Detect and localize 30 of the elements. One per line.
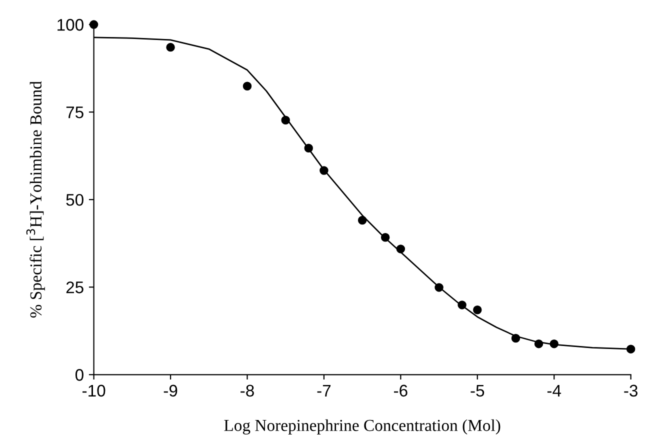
point [281,116,290,124]
point [396,244,406,254]
point [511,334,520,343]
point [320,166,328,175]
x-tick-label: -8 [240,384,254,397]
y-tick-label: 50 [66,194,84,206]
point [434,283,444,292]
point [534,339,544,348]
point [380,233,390,242]
y-tick-label: 25 [66,282,84,294]
x-tick-label: -10 [82,384,106,397]
point [458,300,466,310]
point [358,216,367,225]
x-tick-label: -7 [317,384,331,396]
point [473,306,482,314]
point [550,339,558,348]
x-axis-title: Log Norepinephrine Concentration (Mol) [224,419,500,435]
y-tick-label: 75 [66,106,84,118]
x-tick-label: -5 [470,384,484,397]
y-tick-label: 0 [75,369,84,381]
point [242,82,252,91]
x-tick-label: -6 [394,384,408,397]
point [166,42,175,52]
y-axis-title: % Specific [$^{3}$H]-Yohimbine Bound [26,81,45,318]
point [304,144,313,152]
point [626,344,636,354]
x-tick-label: -9 [164,384,178,397]
x-tick-label: -4 [547,384,562,396]
y-tick-label: 100 [58,18,84,31]
x-tick-label: -3 [624,384,638,397]
